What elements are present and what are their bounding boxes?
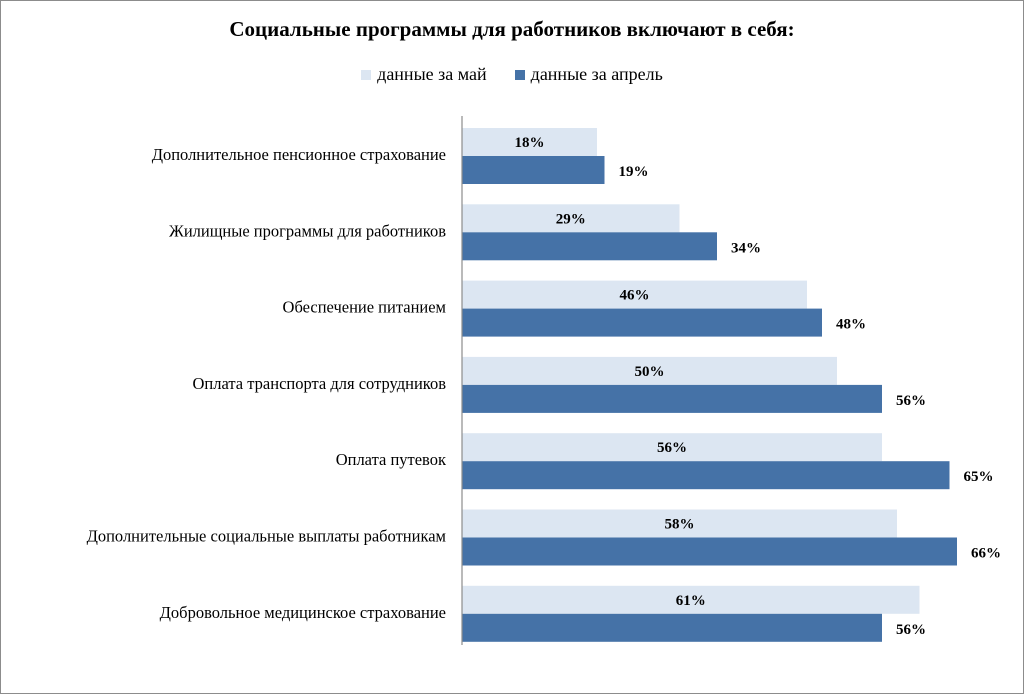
bar-may	[462, 509, 897, 538]
bar-april	[462, 461, 950, 490]
value-label-may: 29%	[556, 211, 586, 227]
bar-april	[462, 308, 822, 337]
value-label-april: 56%	[896, 393, 926, 409]
value-label-april: 19%	[619, 164, 649, 180]
bar-april	[462, 156, 605, 184]
legend-label-may: данные за май	[377, 64, 487, 84]
bar-may	[462, 585, 920, 614]
bar-april	[462, 613, 882, 642]
chart-title: Социальные программы для работников вклю…	[229, 17, 795, 41]
value-label-may: 58%	[665, 517, 695, 533]
bar-may	[462, 433, 882, 462]
category-label: Добровольное медицинское страхование	[160, 603, 446, 622]
bar-april	[462, 232, 717, 261]
legend-item-may: данные за май	[361, 64, 487, 85]
value-label-april: 34%	[731, 240, 761, 256]
bar-april	[462, 537, 957, 566]
legend-label-april: данные за апрель	[530, 64, 663, 84]
value-label-april: 48%	[836, 317, 866, 333]
category-label: Оплата транспорта для сотрудников	[193, 374, 447, 393]
legend-swatch-april	[514, 69, 525, 80]
value-label-april: 66%	[971, 546, 1001, 562]
category-label: Дополнительные социальные выплаты работн…	[87, 527, 447, 546]
value-label-may: 56%	[657, 440, 687, 456]
legend-swatch-may	[361, 69, 372, 80]
legend: данные за май данные за апрель	[1, 64, 1023, 85]
category-label: Обеспечение питанием	[283, 298, 447, 317]
bar-may	[462, 204, 680, 233]
bar-may	[462, 128, 597, 156]
bar-may	[462, 280, 807, 309]
bar-may	[462, 356, 837, 385]
value-label-may: 46%	[620, 288, 650, 304]
value-label-may: 18%	[515, 135, 545, 151]
category-label: Дополнительное пенсионное страхование	[152, 145, 446, 164]
category-label: Жилищные программы для работников	[169, 221, 446, 240]
value-label-april: 56%	[896, 622, 926, 638]
legend-item-april: данные за апрель	[514, 64, 663, 85]
bar-april	[462, 384, 882, 413]
value-label-may: 61%	[676, 593, 706, 609]
value-label-april: 65%	[964, 469, 994, 485]
category-label: Оплата путевок	[336, 450, 447, 469]
value-label-may: 50%	[635, 364, 665, 380]
